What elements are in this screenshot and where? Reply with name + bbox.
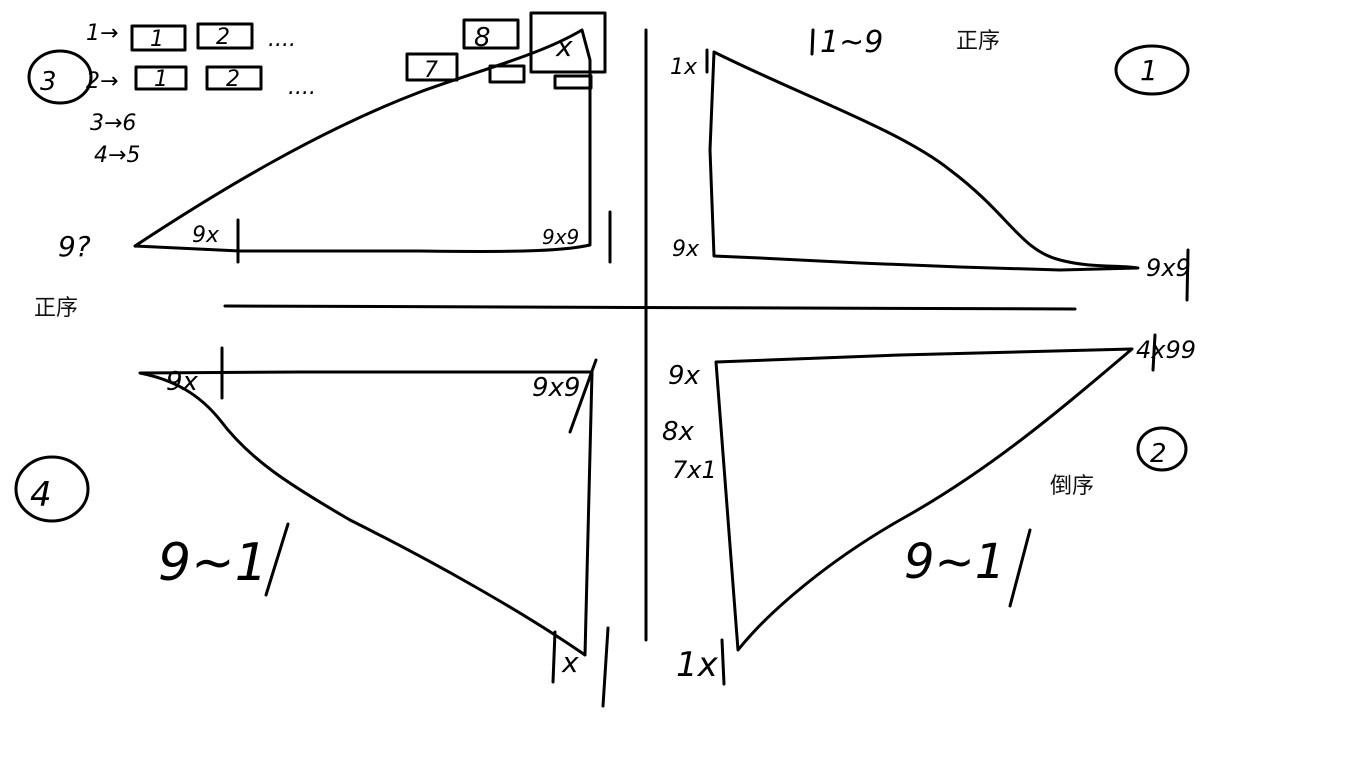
q2-top-right-label: 4x99 xyxy=(1136,336,1196,364)
circle-q1 xyxy=(1114,44,1190,96)
circle-q2 xyxy=(1136,426,1188,472)
q2-triangle-shape xyxy=(714,347,1134,652)
q3-line-3to6: 3→6 xyxy=(90,111,136,136)
tick-q1-bottom-right xyxy=(1185,248,1190,302)
top-small-box-b xyxy=(553,74,593,90)
q3-corner-box-text: x xyxy=(555,30,573,63)
q3-top-box-8-text: 8 xyxy=(474,23,491,53)
tick-q4-bottom-a xyxy=(551,630,557,684)
top-box-7 xyxy=(405,52,459,82)
q3-top-box-7-text: 7 xyxy=(424,58,438,83)
q2-top-left-label: 9x xyxy=(668,361,701,391)
q4-curve-shape xyxy=(138,370,594,657)
q2-order-label: 倒序 xyxy=(1050,474,1095,499)
tick-q4-bottom-b xyxy=(601,626,610,708)
q1-number: 1 xyxy=(1140,54,1158,87)
corner-box xyxy=(529,11,607,74)
q3-row2-label: 2→ xyxy=(86,69,118,94)
q4-bottom-label: x xyxy=(561,646,579,679)
q3-row2-dots: .... xyxy=(288,75,316,100)
q2-mid-label-a: 8x xyxy=(662,417,695,447)
q3-number: 3 xyxy=(40,67,57,97)
horizontal-axis xyxy=(223,304,1077,311)
q4-number: 4 xyxy=(30,475,52,515)
q4-top-left-label: 9x xyxy=(166,367,199,397)
q4-range: 9~1 xyxy=(158,533,268,593)
q1-top-label: 1x xyxy=(670,55,698,80)
q1-order-label: 正序 xyxy=(956,29,1001,54)
row1-box-2 xyxy=(196,22,254,50)
q2-range: 9~1 xyxy=(904,534,1005,590)
tick-q2-bottom xyxy=(720,638,726,686)
q3-row1-dots: .... xyxy=(268,27,296,52)
q3-row2-box1-text: 1 xyxy=(154,67,168,92)
q3-base-left-label: 9x xyxy=(192,223,220,248)
top-box-8 xyxy=(462,18,520,50)
tick-q2-top-right xyxy=(1151,333,1157,372)
q1-range: 1~9 xyxy=(820,25,883,60)
q3-line-4to5: 4→5 xyxy=(94,143,140,168)
q1-bottom-right-label: 9x9 xyxy=(1146,254,1191,282)
top-small-box-a xyxy=(488,64,526,84)
left-order-label: 正序 xyxy=(34,296,79,321)
q2-bottom-label: 1x xyxy=(676,645,719,685)
q1-curve-shape xyxy=(708,50,1140,272)
q3-row1-box2-text: 2 xyxy=(216,25,230,50)
range-q4-slash xyxy=(264,522,290,597)
q3-base-right-label: 9x9 xyxy=(542,225,579,249)
row2-box-1 xyxy=(134,65,188,91)
q2-number: 2 xyxy=(1150,439,1167,469)
q1-bottom-left-label: 9x xyxy=(672,237,700,262)
q4-top-right-label: 9x9 xyxy=(532,373,580,403)
circle-q3 xyxy=(27,49,93,105)
q3-left-label: 9? xyxy=(58,230,91,263)
range-q2-slash xyxy=(1008,528,1032,608)
q3-curve-shape xyxy=(133,28,592,253)
q3-row1-box1-text: 1 xyxy=(150,27,164,52)
q2-mid-label-b: 7x1 xyxy=(672,456,717,484)
range-q1-slash xyxy=(810,28,815,56)
q3-row2-box2-text: 2 xyxy=(226,67,240,92)
q3-row1-label: 1→ xyxy=(86,21,118,46)
tick-q4-right xyxy=(568,358,598,434)
row1-box-1 xyxy=(130,24,187,52)
row2-box-2 xyxy=(205,65,263,91)
circle-q4 xyxy=(14,455,90,523)
